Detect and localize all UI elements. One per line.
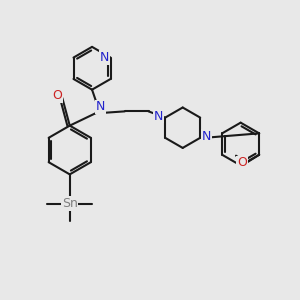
Text: N: N	[202, 130, 211, 143]
Text: N: N	[96, 100, 105, 113]
Text: N: N	[154, 110, 163, 123]
Text: O: O	[52, 89, 62, 102]
Text: O: O	[237, 156, 247, 169]
Text: N: N	[100, 51, 109, 64]
Text: Sn: Sn	[62, 197, 78, 210]
